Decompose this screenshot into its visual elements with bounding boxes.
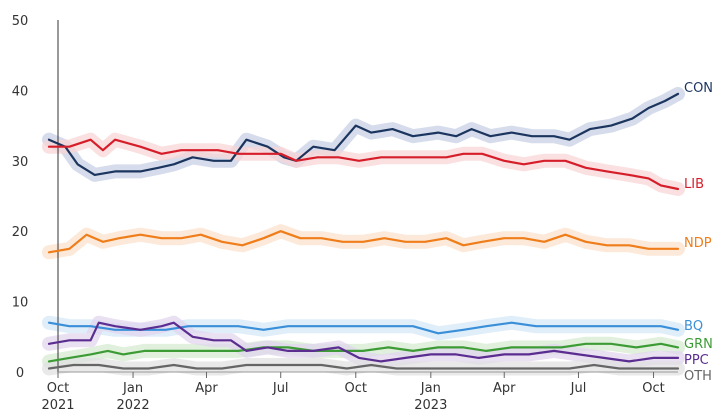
series-label-bq: BQ — [684, 319, 703, 334]
line-ppc — [47, 321, 680, 363]
x-axis-ticks: Oct 2021 Jan 2022 Apr Jul Oct Jan 2023 Apr Jul Oct — [41, 372, 665, 413]
series-label-oth: OTH — [684, 369, 712, 384]
x-tick-label: Jul — [272, 381, 289, 396]
x-tick-label: Jul — [570, 381, 587, 396]
y-tick-label: 0 — [16, 366, 24, 381]
line-lib — [47, 138, 680, 191]
x-tick-year-label: 2021 — [41, 398, 74, 413]
y-tick-label: 50 — [12, 14, 29, 29]
y-axis-ticks: 0 10 20 30 40 50 — [12, 14, 29, 381]
series-label-ndp: NDP — [684, 236, 712, 251]
y-tick-label: 30 — [12, 155, 29, 170]
series-label-grn: GRN — [684, 337, 713, 352]
x-tick-year-label: 2022 — [117, 398, 150, 413]
x-tick-label: Apr — [493, 381, 516, 396]
x-tick-label: Oct — [642, 381, 664, 396]
series-lines — [47, 92, 680, 370]
line-bq — [47, 321, 680, 335]
uncertainty-bands — [42, 86, 685, 376]
y-tick-label: 10 — [12, 296, 29, 311]
series-label-lib: LIB — [684, 177, 704, 192]
x-tick-label: Apr — [195, 381, 218, 396]
x-tick-label: Oct — [47, 381, 69, 396]
x-tick-label: Jan — [122, 381, 143, 396]
x-tick-year-label: 2023 — [414, 398, 447, 413]
x-tick-label: Jan — [420, 381, 441, 396]
line-ndp — [47, 230, 680, 254]
line-grn — [47, 342, 680, 363]
y-tick-label: 20 — [12, 225, 29, 240]
series-label-con: CON — [684, 81, 713, 96]
line-oth — [47, 363, 680, 370]
line-con — [47, 92, 680, 176]
series-label-ppc: PPC — [684, 353, 709, 368]
x-tick-label: Oct — [345, 381, 367, 396]
y-tick-label: 40 — [12, 84, 29, 99]
